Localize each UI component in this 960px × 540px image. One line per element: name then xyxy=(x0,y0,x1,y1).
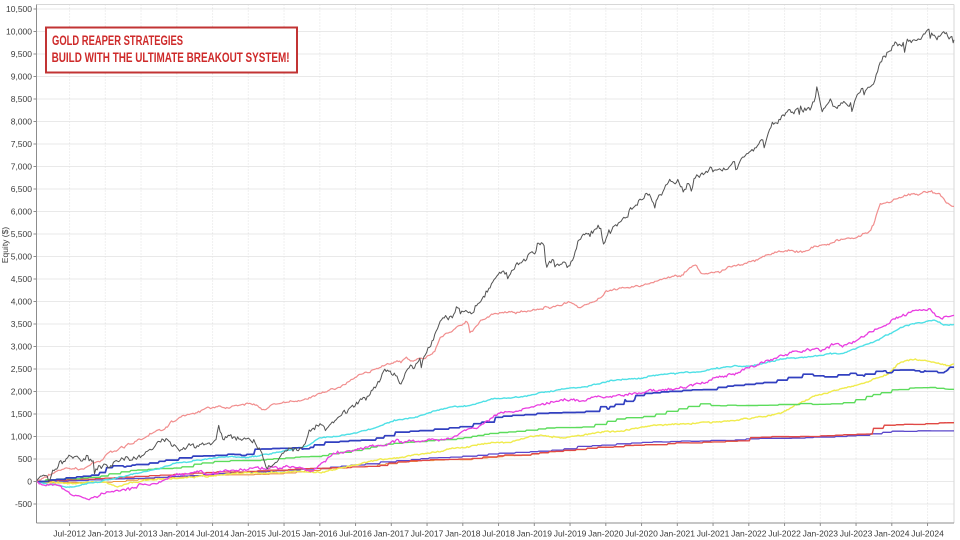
svg-text:BUILD WITH THE ULTIMATE BREAKO: BUILD WITH THE ULTIMATE BREAKOUT SYSTEM! xyxy=(52,50,290,66)
svg-text:Jan-2014: Jan-2014 xyxy=(159,529,195,539)
svg-text:Jul-2012: Jul-2012 xyxy=(53,529,86,539)
svg-text:8,500: 8,500 xyxy=(11,94,33,104)
svg-text:Jul-2014: Jul-2014 xyxy=(196,529,229,539)
svg-text:Jul-2023: Jul-2023 xyxy=(840,529,873,539)
svg-text:2,000: 2,000 xyxy=(11,387,33,397)
svg-text:Jan-2023: Jan-2023 xyxy=(803,529,839,539)
svg-text:7,500: 7,500 xyxy=(11,139,33,149)
svg-text:Jan-2019: Jan-2019 xyxy=(517,529,553,539)
svg-text:3,500: 3,500 xyxy=(11,319,33,329)
svg-text:1,500: 1,500 xyxy=(11,409,33,419)
svg-text:500: 500 xyxy=(18,454,32,464)
svg-text:Jan-2020: Jan-2020 xyxy=(588,529,624,539)
svg-text:Jan-2015: Jan-2015 xyxy=(231,529,267,539)
svg-text:9,000: 9,000 xyxy=(11,72,33,82)
svg-text:Jul-2019: Jul-2019 xyxy=(554,529,587,539)
svg-text:Jan-2022: Jan-2022 xyxy=(731,529,767,539)
svg-text:Jan-2013: Jan-2013 xyxy=(88,529,124,539)
svg-text:-500: -500 xyxy=(15,499,32,509)
svg-text:Jul-2016: Jul-2016 xyxy=(339,529,372,539)
svg-text:4,500: 4,500 xyxy=(11,274,33,284)
svg-text:Jan-2018: Jan-2018 xyxy=(445,529,481,539)
svg-text:6,000: 6,000 xyxy=(11,207,33,217)
svg-text:2,500: 2,500 xyxy=(11,364,33,374)
svg-text:Jul-2017: Jul-2017 xyxy=(411,529,444,539)
svg-text:5,000: 5,000 xyxy=(11,252,33,262)
svg-text:Equity ($): Equity ($) xyxy=(0,227,10,264)
svg-text:Jul-2024: Jul-2024 xyxy=(911,529,944,539)
svg-text:5,500: 5,500 xyxy=(11,229,33,239)
svg-text:6,500: 6,500 xyxy=(11,184,33,194)
svg-text:Jul-2015: Jul-2015 xyxy=(268,529,301,539)
svg-text:Jan-2021: Jan-2021 xyxy=(660,529,696,539)
svg-text:4,000: 4,000 xyxy=(11,297,33,307)
svg-text:GOLD REAPER STRATEGIES: GOLD REAPER STRATEGIES xyxy=(52,33,183,49)
svg-text:Jul-2022: Jul-2022 xyxy=(768,529,801,539)
svg-text:Jul-2021: Jul-2021 xyxy=(697,529,730,539)
svg-text:Jan-2017: Jan-2017 xyxy=(374,529,410,539)
svg-text:Jul-2013: Jul-2013 xyxy=(125,529,158,539)
svg-text:0: 0 xyxy=(27,477,32,487)
svg-text:9,500: 9,500 xyxy=(11,49,33,59)
svg-text:3,000: 3,000 xyxy=(11,342,33,352)
svg-text:Jul-2018: Jul-2018 xyxy=(482,529,515,539)
svg-text:10,500: 10,500 xyxy=(6,4,32,14)
svg-text:1,000: 1,000 xyxy=(11,432,33,442)
svg-text:Jul-2020: Jul-2020 xyxy=(625,529,658,539)
svg-text:10,000: 10,000 xyxy=(6,27,32,37)
svg-text:Jan-2016: Jan-2016 xyxy=(302,529,338,539)
svg-text:7,000: 7,000 xyxy=(11,162,33,172)
svg-text:Jan-2024: Jan-2024 xyxy=(874,529,910,539)
svg-text:8,000: 8,000 xyxy=(11,117,33,127)
